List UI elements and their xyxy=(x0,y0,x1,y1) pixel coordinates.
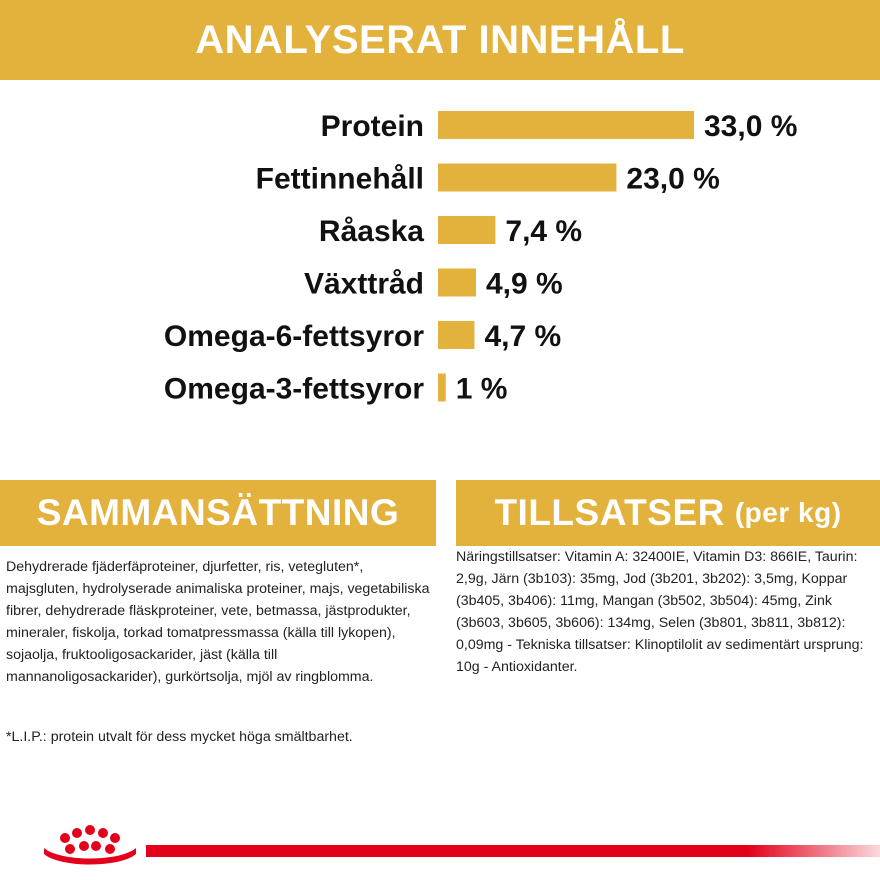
value-label: 23,0 % xyxy=(626,163,719,196)
category-label: Protein xyxy=(321,110,424,143)
analyzed-content-header: ANALYSERAT INNEHÅLL xyxy=(0,0,880,80)
bar xyxy=(438,268,477,297)
category-label: Fettinnehåll xyxy=(256,163,424,196)
composition-text: Dehydrerade fjäderfäproteiner, djurfette… xyxy=(6,559,430,685)
category-label: Råaska xyxy=(319,215,424,248)
value-label: 4,7 % xyxy=(484,320,561,353)
bar xyxy=(438,216,496,244)
composition-title: SAMMANSÄTTNING xyxy=(36,492,400,533)
analyzed-content-title: ANALYSERAT INNEHÅLL xyxy=(195,17,685,62)
brand-red-line xyxy=(146,845,880,857)
bar xyxy=(438,373,446,402)
bar xyxy=(438,111,694,139)
bar xyxy=(438,163,617,192)
category-label: Växttråd xyxy=(304,268,424,301)
additives-title: TILLSATSER xyxy=(494,492,725,533)
value-label: 33,0 % xyxy=(704,110,797,143)
value-label: 1 % xyxy=(456,373,508,406)
composition-header: SAMMANSÄTTNING xyxy=(0,480,436,546)
additives-header: TILLSATSER (per kg) xyxy=(456,480,880,546)
value-label: 7,4 % xyxy=(505,215,582,248)
crown-logo-icon xyxy=(44,825,136,865)
value-label: 4,9 % xyxy=(486,268,563,301)
bar xyxy=(438,321,475,349)
category-label: Omega-6-fettsyror xyxy=(164,320,424,353)
category-label: Omega-3-fettsyror xyxy=(164,373,424,406)
composition-footnote: *L.I.P.: protein utvalt för dess mycket … xyxy=(6,729,353,745)
additives-text: Näringstillsatser: Vitamin A: 32400IE, V… xyxy=(456,549,864,675)
additives-subtitle: (per kg) xyxy=(734,497,842,528)
nutrient-bar-chart: Protein 33,0 % Fettinnehåll 23,0 % Råaska 7,4… xyxy=(164,110,797,406)
